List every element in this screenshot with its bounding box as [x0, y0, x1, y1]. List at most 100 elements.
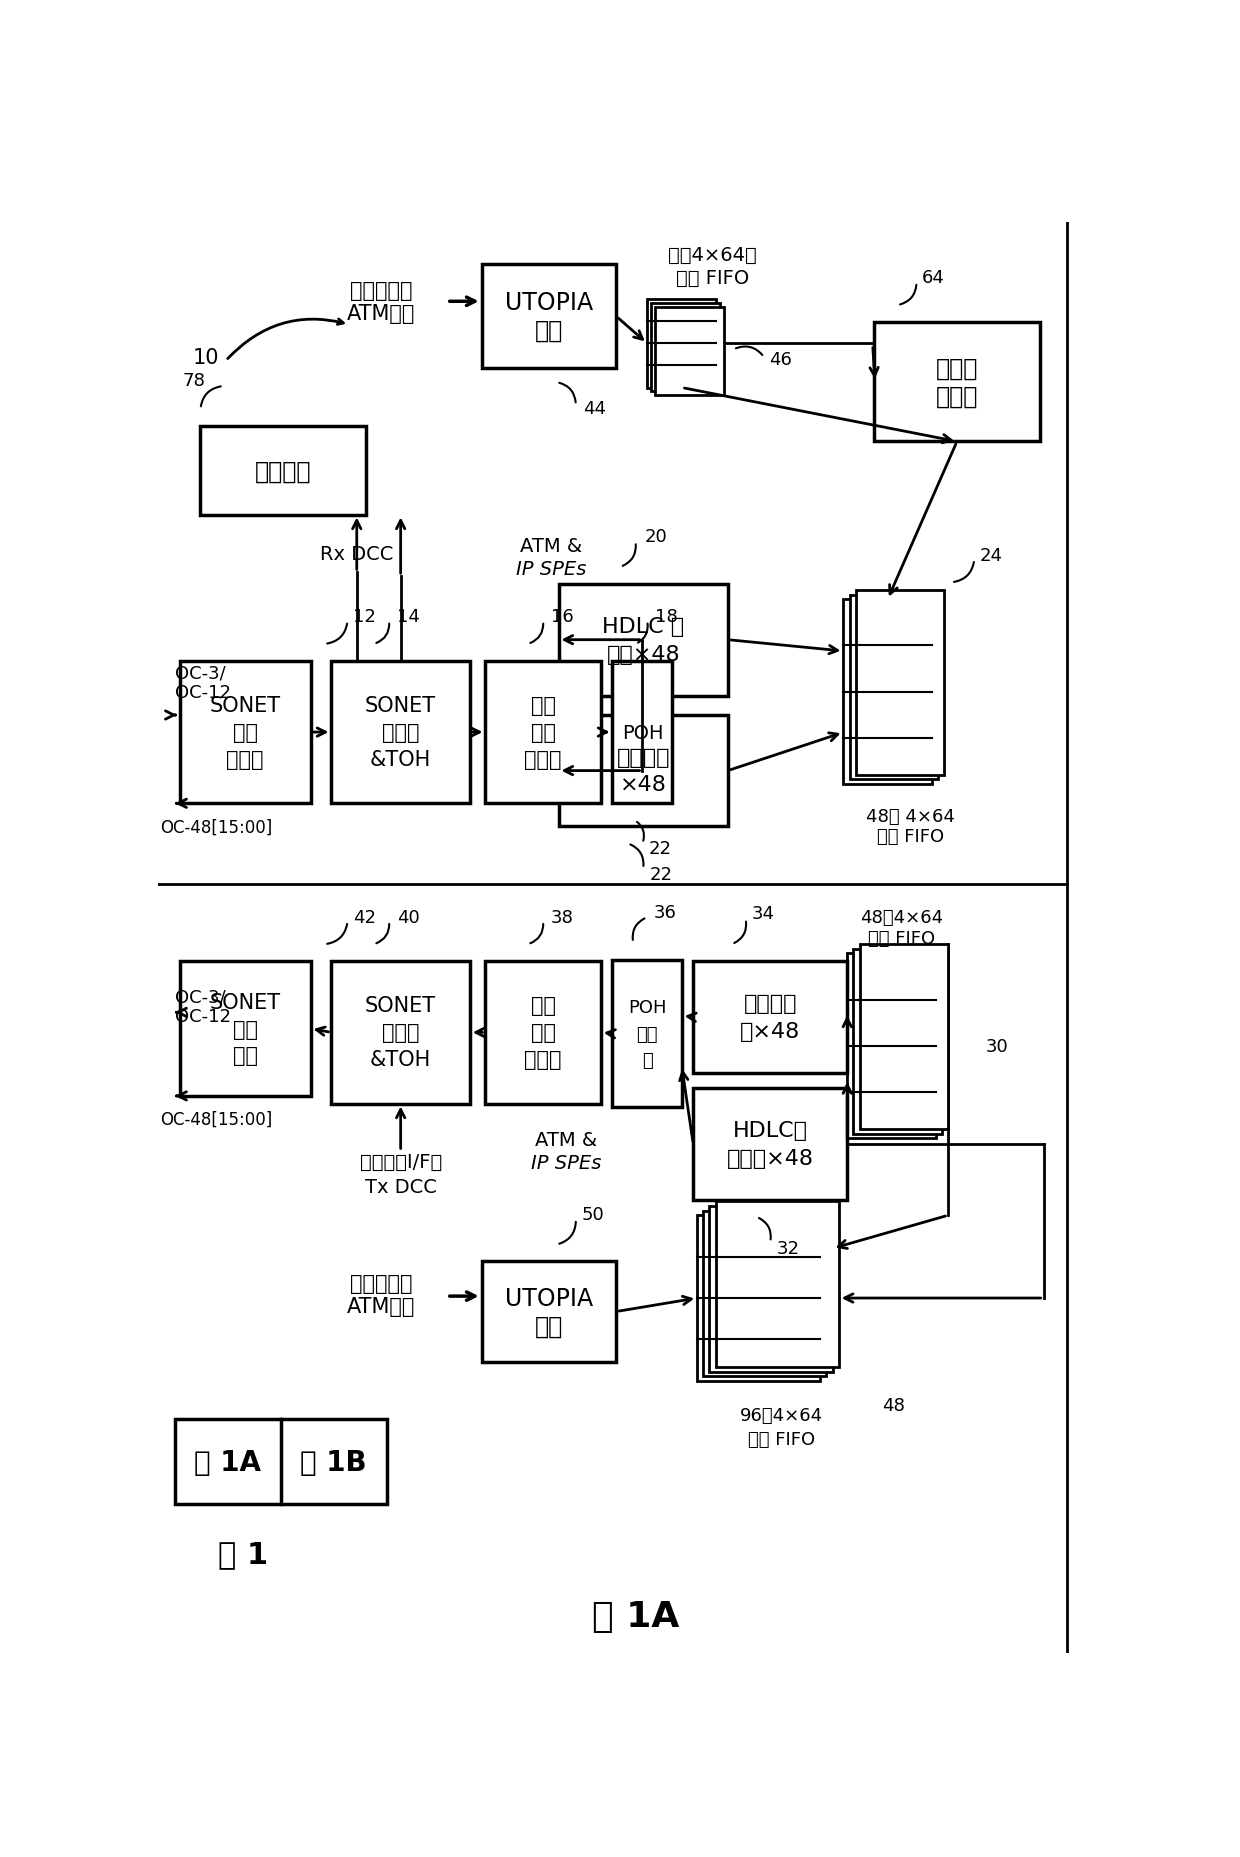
Text: Rx DCC: Rx DCC	[320, 544, 393, 563]
Text: 16: 16	[551, 607, 574, 626]
Text: 主机接口: 主机接口	[255, 459, 311, 483]
Text: 字节 FIFO: 字节 FIFO	[868, 930, 935, 947]
Bar	[180, 962, 310, 1096]
Text: 转换器: 转换器	[227, 750, 264, 769]
Text: 高阶: 高阶	[531, 995, 556, 1016]
Bar	[703, 1211, 826, 1376]
Text: 字节 FIFO: 字节 FIFO	[748, 1430, 816, 1448]
Text: 器: 器	[641, 1051, 652, 1070]
Text: 22: 22	[650, 865, 672, 884]
Text: 器×48: 器×48	[740, 1021, 800, 1042]
Text: Tx DCC: Tx DCC	[365, 1177, 436, 1196]
Text: 信元描绘: 信元描绘	[616, 747, 670, 767]
Text: SONET: SONET	[365, 696, 436, 715]
Text: HDLC帧: HDLC帧	[733, 1120, 807, 1140]
Text: 48个4×64: 48个4×64	[859, 908, 942, 927]
Bar	[613, 960, 682, 1109]
Text: 48: 48	[882, 1396, 905, 1415]
Text: 18: 18	[655, 607, 677, 626]
Text: 图 1B: 图 1B	[300, 1448, 366, 1476]
Text: OC-12: OC-12	[175, 1008, 231, 1025]
Text: 48个 4×64: 48个 4×64	[867, 808, 955, 826]
Text: UTOPIA: UTOPIA	[505, 292, 593, 316]
Text: 数据分组或: 数据分组或	[350, 1274, 413, 1292]
Text: 36: 36	[653, 903, 676, 921]
Text: POH: POH	[621, 722, 663, 743]
Text: HDLC 成: HDLC 成	[603, 617, 684, 637]
Bar	[697, 1216, 821, 1382]
Text: 信元映射: 信元映射	[744, 993, 797, 1014]
Bar	[485, 661, 601, 804]
Text: 字节 FIFO: 字节 FIFO	[676, 269, 749, 288]
Bar	[331, 661, 470, 804]
Text: 生成器: 生成器	[525, 1049, 562, 1070]
Text: 并串: 并串	[233, 1019, 258, 1038]
Text: OC-48[15:00]: OC-48[15:00]	[160, 1110, 272, 1129]
Text: SONET: SONET	[365, 995, 436, 1016]
Text: 指针: 指针	[531, 722, 556, 743]
Text: 10: 10	[192, 347, 219, 368]
Bar	[849, 596, 939, 780]
Text: 一个4×64的: 一个4×64的	[668, 245, 756, 266]
Text: 帧器×48: 帧器×48	[606, 644, 680, 665]
Text: SONET: SONET	[210, 992, 280, 1012]
Bar	[843, 600, 932, 786]
Bar	[847, 954, 936, 1138]
Text: 图 1: 图 1	[218, 1539, 268, 1569]
Bar	[613, 661, 672, 804]
Text: &TOH: &TOH	[370, 750, 432, 769]
Text: &TOH: &TOH	[370, 1049, 432, 1070]
Bar	[180, 661, 310, 804]
Text: OC-48[15:00]: OC-48[15:00]	[160, 817, 272, 836]
Bar	[558, 715, 728, 826]
Bar	[201, 427, 366, 514]
Bar	[693, 1088, 847, 1200]
Text: ATM信元: ATM信元	[347, 305, 415, 323]
Text: IP SPEs: IP SPEs	[516, 559, 587, 579]
Text: SONET: SONET	[210, 696, 280, 715]
Bar	[693, 962, 847, 1073]
Text: 14: 14	[397, 607, 419, 626]
Text: 图 1A: 图 1A	[193, 1448, 260, 1476]
Text: 96个4×64: 96个4×64	[740, 1408, 823, 1424]
Text: 高阶: 高阶	[531, 696, 556, 715]
Text: 78: 78	[182, 371, 206, 390]
Bar	[709, 1207, 832, 1372]
Text: 输入: 输入	[534, 319, 563, 344]
Text: 字节 FIFO: 字节 FIFO	[877, 828, 945, 847]
Text: 生成器×48: 生成器×48	[727, 1148, 813, 1168]
Text: 构造器: 构造器	[936, 384, 978, 409]
Text: ATM信元: ATM信元	[347, 1296, 415, 1317]
Bar	[859, 945, 949, 1129]
Text: 指针: 指针	[531, 1023, 556, 1044]
Text: 成帧器: 成帧器	[382, 1023, 419, 1044]
Text: 24: 24	[980, 546, 1003, 565]
Text: UTOPIA: UTOPIA	[505, 1285, 593, 1309]
Text: 串并: 串并	[233, 722, 258, 743]
Text: OC-3/: OC-3/	[175, 988, 226, 1006]
Text: 20: 20	[645, 527, 667, 546]
Bar	[485, 962, 601, 1105]
Text: ATM &: ATM &	[536, 1131, 598, 1149]
Bar	[715, 1201, 838, 1367]
Text: 34: 34	[751, 904, 775, 923]
Text: 32: 32	[776, 1239, 800, 1257]
Bar	[331, 962, 470, 1105]
Text: 30: 30	[986, 1038, 1008, 1055]
Text: 图 1A: 图 1A	[591, 1599, 680, 1632]
Bar	[558, 585, 728, 696]
Text: 40: 40	[397, 908, 419, 927]
Text: 64: 64	[921, 269, 945, 288]
Text: OC-12: OC-12	[175, 683, 231, 702]
Text: 成帧器: 成帧器	[382, 722, 419, 743]
Text: 处理器: 处理器	[525, 750, 562, 769]
Bar	[874, 323, 1040, 442]
Bar	[655, 308, 724, 396]
Bar	[647, 299, 717, 388]
Text: OC-3/: OC-3/	[175, 665, 226, 682]
Text: POH: POH	[627, 997, 666, 1016]
Text: 12: 12	[353, 607, 376, 626]
Text: 输出: 输出	[534, 1313, 563, 1337]
Text: 46: 46	[769, 351, 791, 368]
Text: 44: 44	[584, 399, 606, 418]
